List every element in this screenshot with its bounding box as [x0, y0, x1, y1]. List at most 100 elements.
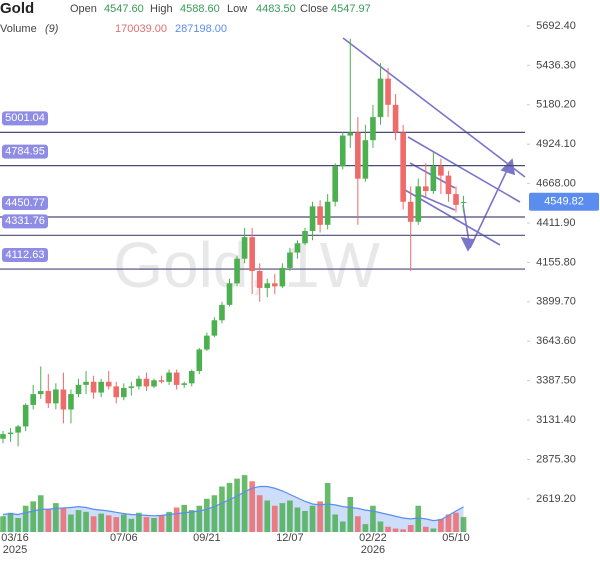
- volume-bar: [211, 495, 218, 532]
- x-tick-label: 07/06: [110, 532, 138, 544]
- candle-body: [309, 206, 316, 231]
- level-tag: [2, 248, 48, 263]
- ohlc-key: Low: [227, 3, 247, 15]
- x-tick-line: 05/10: [442, 532, 470, 544]
- volume-bar: [196, 505, 203, 532]
- volume-bar: [22, 505, 29, 532]
- candle-body: [83, 381, 89, 385]
- volume-bar: [136, 512, 142, 532]
- candle-body: [181, 383, 187, 385]
- y-tick-label: 5180.20: [536, 99, 576, 111]
- x-tick-label: 12/07: [276, 532, 304, 544]
- candle-body: [241, 237, 248, 259]
- candle-body: [347, 132, 354, 136]
- arrow-head: [460, 236, 476, 252]
- volume-bar: [423, 526, 429, 532]
- arrow: [469, 159, 513, 249]
- y-tick-label: 3131.40: [536, 414, 576, 426]
- volume-bar: [302, 511, 308, 532]
- x-tick-label: 02/22 2026: [359, 532, 387, 556]
- volume-bar: [392, 528, 399, 532]
- candle-body: [362, 140, 369, 179]
- candle-body: [60, 389, 67, 410]
- y-tick-label: 2619.20: [536, 493, 576, 505]
- volume-bar: [188, 510, 195, 532]
- candle-body: [294, 243, 301, 253]
- volume-bar: [105, 515, 112, 532]
- candle-body: [332, 166, 338, 202]
- candle-body: [377, 78, 384, 118]
- candle-body: [7, 432, 14, 435]
- candle-body: [279, 267, 286, 287]
- last-price-tag: [529, 192, 599, 211]
- candle-body: [339, 135, 346, 167]
- candle-body: [355, 132, 361, 179]
- candle-body: [317, 206, 323, 225]
- candle-body: [151, 380, 157, 387]
- volume-bar: [264, 500, 271, 532]
- candle-body: [415, 186, 422, 222]
- candle-body: [158, 380, 165, 382]
- candle-body: [256, 271, 263, 288]
- volume-bar: [317, 501, 323, 532]
- candle-body: [68, 394, 74, 410]
- volume-bar: [37, 495, 44, 532]
- last-price-label: 4549.82: [544, 196, 584, 208]
- candle-body: [211, 320, 218, 336]
- volume-bar: [128, 518, 135, 532]
- candle-body: [430, 166, 437, 191]
- volume-period: (9): [45, 23, 59, 35]
- volume-bar: [279, 503, 286, 532]
- level-label: 5001.04: [5, 112, 45, 124]
- volume-bar: [370, 505, 376, 532]
- y-tick-label: 3899.70: [536, 296, 576, 308]
- volume-bar: [272, 505, 278, 532]
- candle-body: [264, 283, 271, 288]
- candle-body: [188, 371, 195, 384]
- volume-bar: [407, 525, 414, 532]
- level-tag: [2, 111, 48, 126]
- symbol-title: Gold: [0, 0, 34, 17]
- volume-bar: [415, 505, 422, 532]
- candle-body: [45, 391, 52, 404]
- volume-bar: [332, 514, 338, 532]
- candle-body: [196, 349, 203, 372]
- volume-bar: [83, 511, 89, 532]
- volume-bar: [30, 501, 36, 532]
- candle-body: [30, 394, 36, 405]
- level-label: 4112.63: [6, 249, 45, 261]
- volume-bar: [445, 514, 452, 532]
- volume-title: Volume: [0, 23, 37, 35]
- y-tick-label: 4924.10: [536, 138, 576, 150]
- y-tick-label: 4411.90: [537, 217, 576, 229]
- ohlc-value: 4588.60: [180, 3, 220, 15]
- ohlc-key: Open: [70, 3, 97, 15]
- candle-body: [98, 381, 104, 393]
- volume-bar: [181, 504, 187, 532]
- candle-body: [90, 381, 97, 393]
- volume-ma-value: 287198.00: [175, 23, 227, 35]
- volume-bar: [98, 513, 104, 532]
- volume-bar: [204, 498, 210, 532]
- candle-body: [302, 230, 308, 244]
- volume-bar: [377, 521, 384, 532]
- y-tick-label: 5692.40: [536, 20, 576, 32]
- candle-body: [219, 304, 225, 321]
- candle-body: [423, 186, 429, 191]
- candle-body: [392, 104, 399, 133]
- candle-body: [113, 386, 120, 398]
- volume-bar: [15, 518, 21, 532]
- candle-body: [121, 387, 127, 398]
- ohlc-value: 4483.50: [256, 3, 296, 15]
- volume-bar: [226, 483, 233, 532]
- ohlc-value: 4547.60: [104, 3, 144, 15]
- y-tick-label: 4155.80: [536, 256, 576, 268]
- candle-body: [37, 391, 44, 395]
- candle-body: [22, 404, 29, 427]
- candle-body: [460, 202, 467, 204]
- candle-body: [249, 237, 255, 272]
- volume-bar: [166, 511, 172, 532]
- volume-bar: [385, 526, 391, 532]
- x-tick-line: 02/22: [359, 532, 387, 544]
